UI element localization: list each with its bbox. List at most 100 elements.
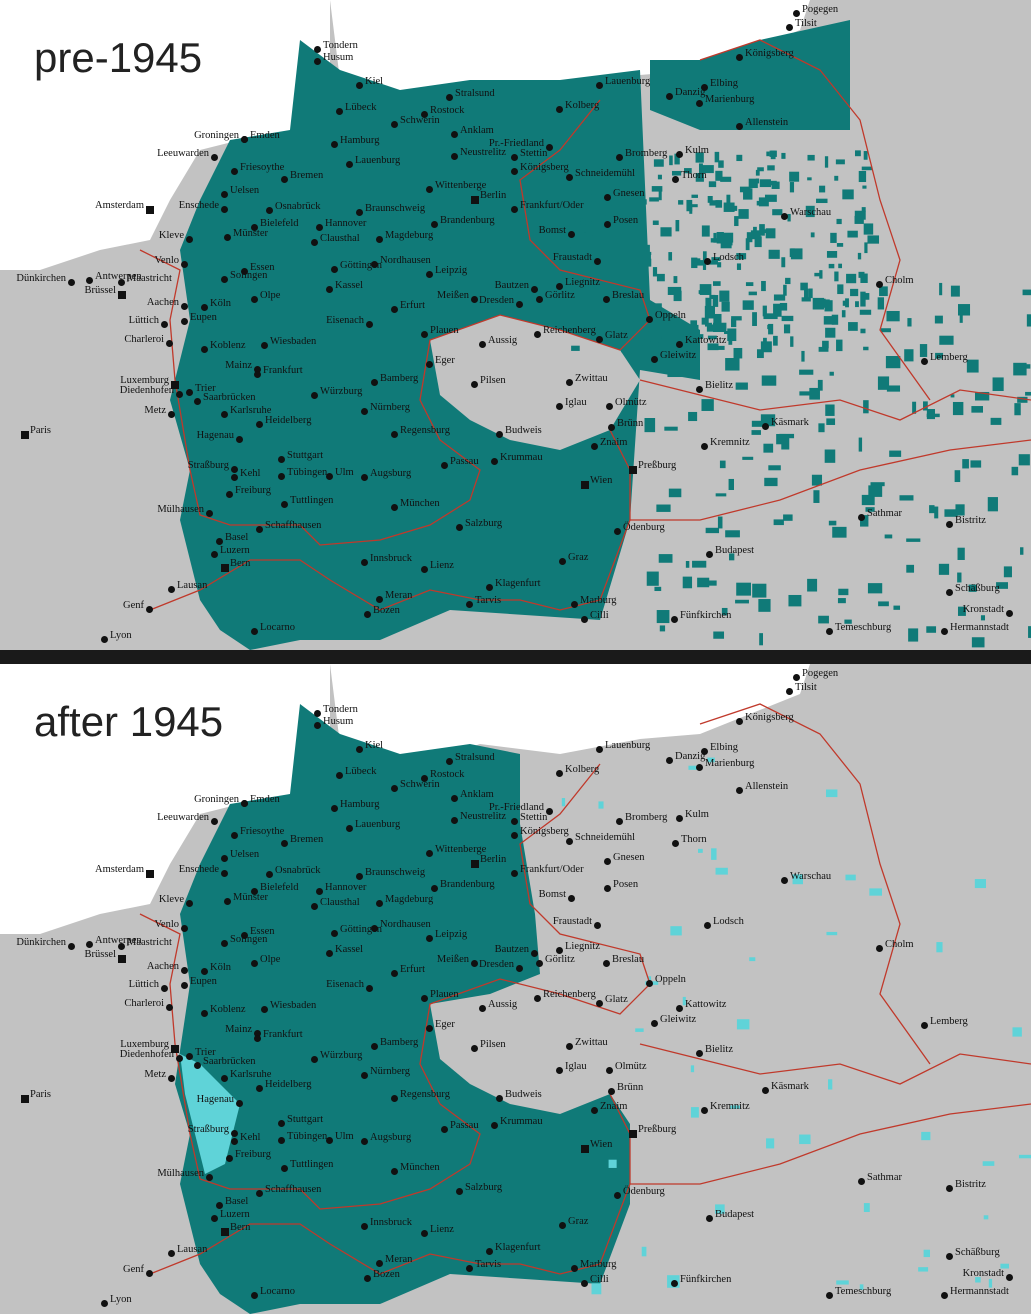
city-marker bbox=[608, 1088, 615, 1095]
city-marker bbox=[736, 54, 743, 61]
german-settlement-patch bbox=[764, 194, 777, 202]
city-marker bbox=[221, 940, 228, 947]
german-remnant-patch bbox=[688, 765, 698, 770]
city-marker bbox=[676, 341, 683, 348]
german-settlement-patch bbox=[575, 211, 585, 216]
capital-marker bbox=[581, 1145, 589, 1153]
city-label: Bomst bbox=[538, 225, 566, 236]
german-settlement-patch bbox=[716, 231, 724, 244]
german-remnant-patch bbox=[647, 976, 652, 984]
city-marker bbox=[251, 296, 258, 303]
city-label: Kremnitz bbox=[710, 1101, 750, 1112]
city-marker bbox=[281, 176, 288, 183]
city-label: Basel bbox=[225, 1196, 249, 1207]
city-label: Glatz bbox=[605, 994, 628, 1005]
city-marker bbox=[101, 1300, 108, 1307]
capital-marker bbox=[171, 1045, 179, 1053]
german-settlement-patch bbox=[828, 520, 837, 526]
city-marker bbox=[261, 1006, 268, 1013]
city-label: Wittenberge bbox=[435, 844, 487, 855]
german-remnant-patch bbox=[792, 874, 803, 885]
german-settlement-patch bbox=[781, 257, 786, 268]
german-settlement-patch bbox=[919, 344, 928, 357]
city-marker bbox=[166, 1004, 173, 1011]
city-marker bbox=[201, 304, 208, 311]
city-label: Groningen bbox=[194, 130, 239, 141]
german-remnant-patch bbox=[828, 1079, 833, 1090]
city-label: Käsmark bbox=[771, 1081, 809, 1092]
city-label: Bromberg bbox=[625, 812, 668, 823]
german-settlement-patch bbox=[728, 338, 733, 345]
city-label: Stralsund bbox=[455, 88, 495, 99]
map-after-1945: after 1945 Pogegen Tilsit Tondern Husum Köni… bbox=[0, 664, 1031, 1314]
german-settlement-patch bbox=[846, 273, 857, 284]
city-label: Gleiwitz bbox=[660, 1014, 697, 1025]
city-marker bbox=[451, 153, 458, 160]
city-label: Clausthal bbox=[320, 233, 360, 244]
city-marker bbox=[376, 596, 383, 603]
city-label: Saarbrücken bbox=[203, 392, 256, 403]
german-settlement-patch bbox=[656, 610, 670, 624]
city-label: Brünn bbox=[617, 418, 644, 429]
city-marker bbox=[391, 1168, 398, 1175]
city-marker bbox=[676, 1005, 683, 1012]
german-settlement-patch bbox=[878, 601, 889, 607]
city-marker bbox=[241, 268, 248, 275]
city-marker bbox=[511, 206, 518, 213]
city-label: Anklam bbox=[460, 789, 494, 800]
city-label: Ödenburg bbox=[623, 522, 665, 533]
city-marker bbox=[251, 628, 258, 635]
city-marker bbox=[118, 943, 125, 950]
german-settlement-patch bbox=[719, 290, 730, 302]
german-settlement-patch bbox=[651, 303, 662, 316]
city-marker bbox=[166, 340, 173, 347]
city-label: Lodsch bbox=[713, 252, 744, 263]
city-label: Kulm bbox=[685, 809, 709, 820]
city-label: Locarno bbox=[260, 622, 295, 633]
city-label: Regensburg bbox=[400, 1089, 450, 1100]
city-marker bbox=[591, 1107, 598, 1114]
city-marker bbox=[876, 281, 883, 288]
city-label: Rostock bbox=[430, 769, 465, 780]
german-settlement-patch bbox=[790, 336, 794, 347]
city-label: Znaim bbox=[600, 437, 628, 448]
city-label: Bremen bbox=[290, 170, 324, 181]
city-label: Liegnitz bbox=[565, 941, 600, 952]
city-label: Oppeln bbox=[655, 310, 686, 321]
city-label: Tarvis bbox=[475, 1259, 502, 1270]
city-marker bbox=[566, 1043, 573, 1050]
city-marker bbox=[559, 1222, 566, 1229]
city-marker bbox=[281, 501, 288, 508]
map-title: after 1945 bbox=[34, 698, 224, 745]
city-marker bbox=[391, 121, 398, 128]
city-marker bbox=[186, 389, 193, 396]
city-marker bbox=[68, 943, 75, 950]
german-settlement-patch bbox=[926, 626, 937, 633]
city-label: Schneidemühl bbox=[575, 168, 636, 179]
german-settlement-patch bbox=[715, 493, 727, 497]
city-label: Hamburg bbox=[340, 799, 380, 810]
german-settlement-patch bbox=[860, 515, 869, 527]
city-marker bbox=[226, 491, 233, 498]
city-marker bbox=[534, 995, 541, 1002]
city-label: Iglau bbox=[565, 1061, 587, 1072]
german-settlement-patch bbox=[813, 490, 820, 503]
german-settlement-patch bbox=[807, 578, 818, 592]
city-label: Ulm bbox=[335, 1131, 354, 1142]
city-marker bbox=[451, 795, 458, 802]
german-settlement-patch bbox=[773, 294, 786, 301]
city-label: Gleiwitz bbox=[660, 350, 697, 361]
german-settlement-patch bbox=[574, 199, 579, 205]
city-label: Brüssel bbox=[84, 285, 117, 296]
german-settlement-patch bbox=[654, 586, 662, 592]
city-label: Salzburg bbox=[465, 518, 503, 529]
city-label: Brüssel bbox=[84, 949, 117, 960]
german-settlement-patch bbox=[907, 318, 912, 327]
german-settlement-patch bbox=[695, 152, 704, 163]
german-settlement-patch bbox=[899, 495, 914, 501]
city-label: Friesoythe bbox=[240, 162, 285, 173]
german-settlement-patch bbox=[751, 420, 764, 427]
german-settlement-patch bbox=[848, 322, 858, 331]
german-settlement-patch bbox=[966, 359, 979, 373]
city-marker bbox=[531, 950, 538, 957]
